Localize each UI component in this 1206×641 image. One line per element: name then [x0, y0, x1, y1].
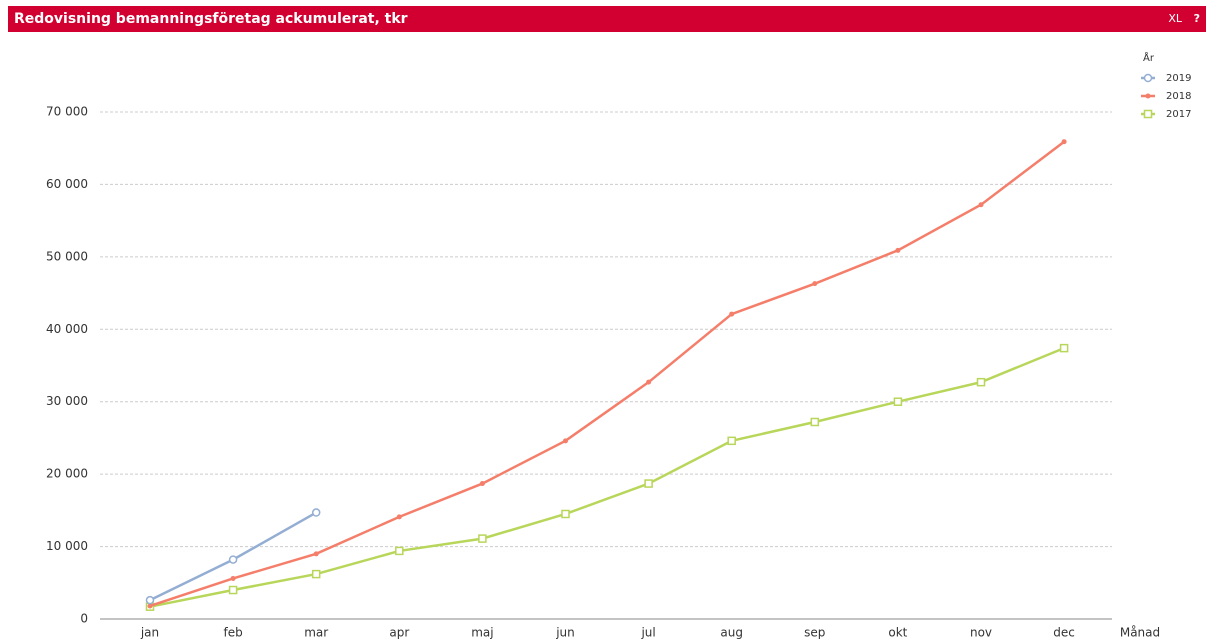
marker: [313, 551, 319, 557]
marker: [646, 379, 652, 385]
caption-bar: [8, 6, 1206, 32]
marker: [563, 438, 568, 444]
y-tick-label: 50 000: [46, 249, 88, 263]
x-tick-label: maj: [471, 626, 493, 640]
marker: [311, 569, 321, 579]
x-tick-label: dec: [1053, 626, 1075, 640]
x-tick-label: okt: [888, 626, 907, 640]
legend-marker: [1145, 93, 1151, 99]
marker: [395, 546, 404, 556]
xl-button[interactable]: XL: [1168, 12, 1183, 25]
x-tick-label: jan: [140, 626, 159, 640]
marker: [1061, 139, 1067, 145]
marker: [729, 311, 735, 317]
marker: [147, 603, 153, 609]
marker: [893, 397, 903, 406]
marker: [812, 281, 818, 287]
x-tick-label: nov: [970, 626, 992, 640]
y-tick-label: 70 000: [46, 105, 88, 119]
x-tick-label: jul: [640, 626, 655, 640]
legend-marker: [1143, 73, 1153, 83]
series-line: [149, 346, 1065, 608]
marker: [145, 595, 155, 605]
series-line: [149, 140, 1065, 608]
marker: [396, 514, 402, 520]
marker: [230, 575, 236, 581]
x-tick-label: apr: [389, 626, 409, 640]
marker: [561, 509, 570, 519]
marker: [228, 555, 238, 564]
y-tick-label: 0: [80, 612, 88, 626]
x-tick-label: mar: [304, 626, 328, 640]
x-tick-label: aug: [720, 626, 743, 640]
marker: [727, 436, 736, 446]
legend-title: År: [1143, 51, 1155, 64]
legend-marker: [1143, 109, 1153, 119]
marker: [978, 202, 984, 208]
x-tick-label: jun: [555, 626, 575, 640]
y-tick-label: 60 000: [46, 177, 88, 191]
marker: [311, 508, 321, 517]
y-tick-label: 20 000: [46, 467, 88, 481]
y-tick-label: 10 000: [46, 539, 88, 553]
x-tick-label: feb: [223, 626, 242, 640]
legend-label: 2019: [1166, 73, 1191, 84]
help-button[interactable]: ?: [1194, 12, 1200, 25]
chart-title: Redovisning bemanningsföretag ackumulera…: [14, 11, 408, 27]
x-axis-label: Månad: [1120, 626, 1160, 640]
marker: [895, 247, 901, 253]
marker: [1059, 343, 1069, 353]
legend-label: 2018: [1166, 91, 1191, 102]
y-tick-label: 30 000: [46, 394, 88, 408]
marker: [976, 377, 986, 387]
marker: [478, 534, 487, 543]
y-tick-label: 40 000: [46, 322, 88, 336]
marker: [810, 417, 820, 427]
marker: [644, 479, 653, 488]
marker: [479, 481, 485, 487]
marker: [228, 585, 238, 595]
legend-label: 2017: [1166, 109, 1191, 120]
x-tick-label: sep: [804, 626, 825, 640]
